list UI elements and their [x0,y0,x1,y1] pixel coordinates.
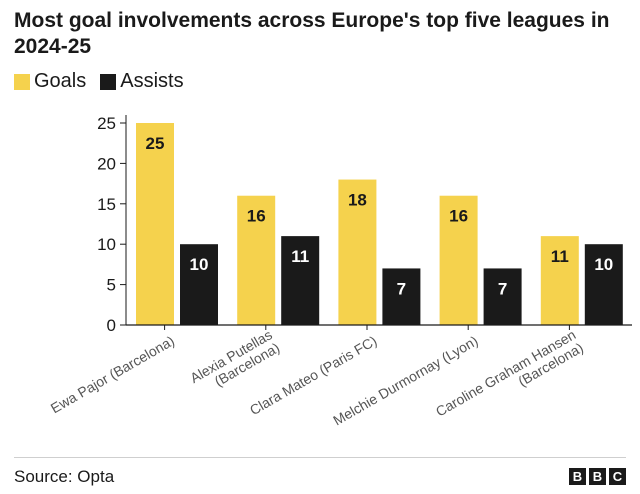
legend-swatch-goals [14,73,30,90]
legend-label-goals: Goals [34,70,87,92]
bbc-logo-block: C [609,468,626,485]
bar-assists [382,268,421,325]
legend-item-goals: Goals [14,70,86,93]
bar-value-label: 10 [594,255,613,274]
bar-value-label: 10 [190,255,209,274]
y-tick-label: 25 [97,114,116,133]
bar-value-label: 7 [397,279,406,298]
bbc-logo-block: B [569,468,586,485]
bar-assists [483,268,522,325]
bar-value-label: 18 [348,191,367,210]
chart-title: Most goal involvements across Europe's t… [14,9,610,58]
y-tick-label: 10 [97,235,116,254]
bar-goals [439,195,478,325]
bar-goals [540,236,579,325]
y-tick-label: 15 [97,195,116,214]
bar-value-label: 11 [291,247,309,266]
footer-divider [14,457,626,458]
bar-value-label: 25 [146,134,165,153]
x-tick-label: Alexia Putellas(Barcelona) [187,326,282,399]
bar-value-label: 11 [551,247,569,266]
bar-value-label: 16 [247,207,266,226]
bar-value-label: 16 [449,207,468,226]
bar-goals [237,195,276,325]
y-tick-label: 0 [107,316,116,335]
y-tick-label: 5 [107,276,116,295]
bar-value-label: 7 [498,279,507,298]
x-tick-label: Ewa Pajor (Barcelona) [48,332,177,416]
x-tick-label-line: Caroline Graham Hansen [433,326,578,419]
source-note: Source: Opta [14,467,115,486]
legend-label-assists: Assists [120,70,184,92]
chart-legend: Goals Assists [14,70,198,93]
y-tick-label: 20 [97,154,116,173]
bar-assists [180,244,218,325]
bbc-logo-block: B [589,468,606,485]
legend-item-assists: Assists [100,70,184,93]
bbc-logo: B B C [566,468,626,485]
legend-swatch-assists [100,73,117,90]
bar-goals [338,179,377,325]
bar-assists [584,244,623,325]
bar-goals [136,123,174,325]
x-tick-label-line: Ewa Pajor (Barcelona) [48,332,177,416]
bar-assists [281,236,320,325]
